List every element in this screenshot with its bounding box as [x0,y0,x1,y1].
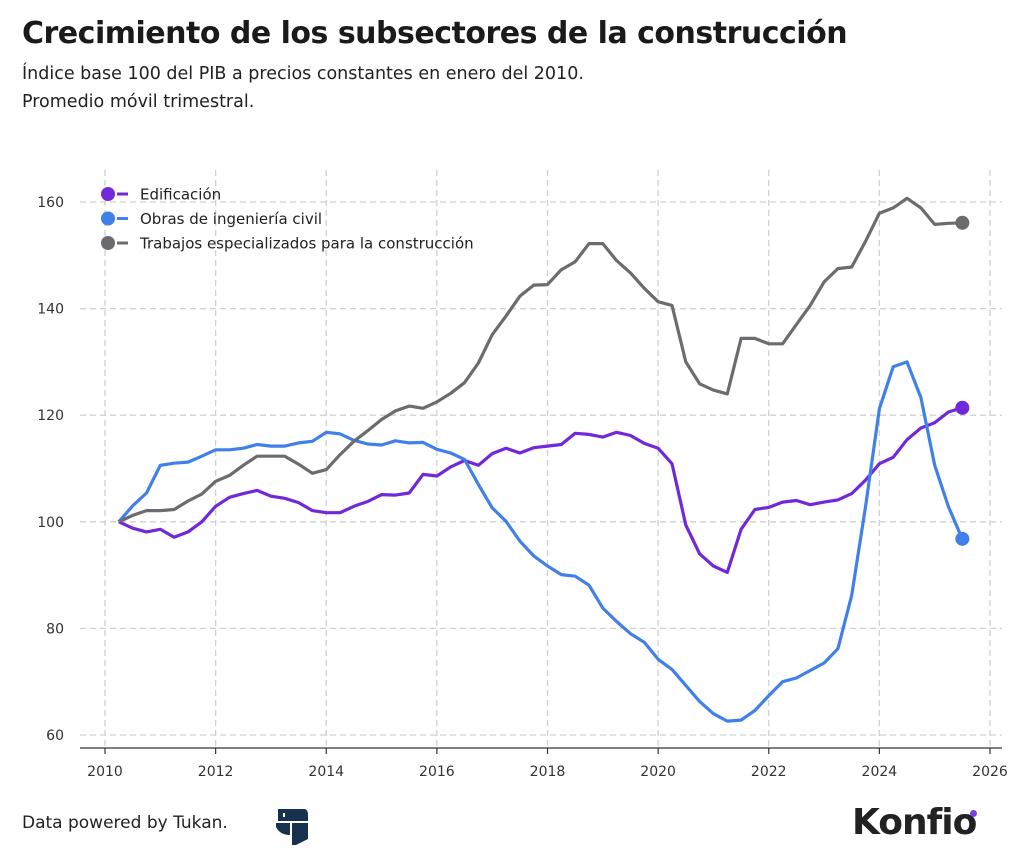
x-tick-label: 2024 [862,764,898,780]
legend-label: Trabajos especializados para la construc… [139,235,474,253]
legend-item: Edificación [101,186,221,204]
chart-subtitle: Índice base 100 del PIB a precios consta… [22,64,584,84]
x-tick-label: 2012 [198,764,234,780]
konfio-logo: Konfio [852,802,977,843]
y-tick-label: 140 [37,302,64,318]
data-credit: Data powered by Tukan. [22,813,228,833]
legend-item: Trabajos especializados para la construc… [101,235,474,253]
y-tick-label: 100 [37,515,64,531]
series-end-marker [955,531,970,546]
x-tick-label: 2010 [87,764,123,780]
chart-subtitle-note: Promedio móvil trimestral. [22,92,255,112]
x-tick-label: 2026 [972,764,1008,780]
legend-item: Obras de ingeniería civil [101,210,322,228]
y-tick-label: 120 [37,408,64,424]
legend-marker [101,187,115,201]
series-line [118,196,963,524]
chart-title: Crecimiento de los subsectores de la con… [22,16,848,51]
y-tick-label: 80 [46,621,64,637]
x-tick-label: 2020 [640,764,676,780]
series-end-marker [955,400,970,415]
series-1 [118,400,970,575]
x-tick-label: 2014 [308,764,344,780]
series-2 [117,360,970,723]
series-line [118,406,963,575]
series-line [117,360,964,723]
konfio-logo-dot [970,810,977,817]
legend-label: Edificación [140,186,221,204]
y-tick-label: 160 [37,195,64,211]
x-tick-label: 2022 [751,764,787,780]
x-tick-label: 2018 [530,764,566,780]
x-tick-label: 2016 [419,764,455,780]
legend-marker [101,211,115,226]
legend-label: Obras de ingeniería civil [140,210,322,228]
tukan-logo [276,809,308,845]
legend-marker [101,236,115,250]
series-3 [118,196,970,524]
series-end-marker [955,215,970,230]
y-tick-label: 60 [46,728,64,744]
